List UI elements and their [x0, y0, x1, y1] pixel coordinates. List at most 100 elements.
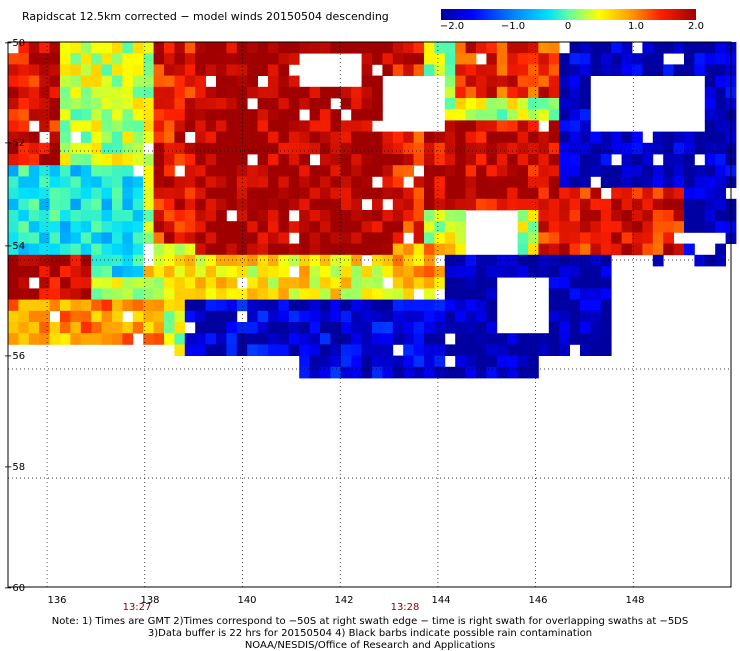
wind-cell [247, 243, 258, 256]
wind-cell [112, 333, 123, 345]
wind-cell [184, 142, 196, 155]
wind-cell [216, 109, 227, 121]
wind-cell [39, 142, 50, 155]
wind-cell [184, 176, 196, 188]
wind-cell [18, 142, 30, 155]
wind-cell [70, 53, 82, 65]
wind-cell [580, 210, 591, 222]
wind-cell [444, 288, 456, 300]
wind-cell [143, 221, 154, 233]
wind-cell [392, 221, 404, 233]
wind-cell [559, 277, 570, 289]
wind-cell [309, 277, 321, 289]
wind-cell [663, 210, 674, 222]
wind-cell [465, 86, 477, 99]
wind-cell [413, 42, 425, 54]
wind-cell [101, 53, 113, 65]
wind-cell [403, 299, 414, 312]
wind-cell [455, 109, 466, 121]
wind-cell [392, 299, 404, 312]
wind-cell [476, 333, 487, 345]
wind-cell [320, 131, 331, 144]
wind-cell [673, 210, 685, 222]
wind-cell [18, 53, 30, 65]
wind-cell [413, 333, 425, 345]
wind-cell [174, 277, 186, 289]
wind-cell [195, 86, 206, 99]
wind-cell [216, 344, 227, 356]
wind-cell [444, 210, 456, 222]
wind-cell [299, 42, 310, 54]
wind-cell [361, 322, 373, 334]
wind-cell [704, 165, 716, 177]
wind-cell [548, 288, 560, 300]
wind-cell [49, 131, 61, 144]
wind-cell [590, 142, 602, 155]
wind-cell [205, 131, 217, 144]
wind-cell [580, 322, 591, 334]
wind-cell [299, 322, 310, 334]
wind-cell [361, 142, 373, 155]
wind-cell [132, 154, 144, 166]
wind-cell [257, 64, 269, 76]
wind-cell [413, 64, 425, 76]
wind-cell [652, 64, 664, 76]
wind-cell [268, 266, 279, 278]
wind-cell [611, 176, 622, 188]
wind-cell [486, 266, 498, 278]
wind-cell [330, 131, 342, 144]
wind-cell [268, 344, 279, 356]
wind-cell [8, 299, 19, 312]
wind-cell [28, 131, 40, 144]
wind-cell [590, 232, 602, 244]
wind-cell [164, 288, 175, 300]
wind-cell [174, 254, 186, 267]
wind-cell [444, 120, 456, 132]
wind-cell [496, 86, 508, 99]
wind-cell [132, 98, 144, 110]
wind-cell [299, 310, 310, 323]
wind-cell [320, 266, 331, 278]
wind-cell [621, 64, 633, 76]
wind-cell [257, 187, 269, 200]
wind-cell [559, 322, 570, 334]
wind-cell [496, 120, 508, 132]
lat-label: −60 [4, 583, 25, 594]
wind-cell [507, 53, 518, 65]
wind-cell [153, 198, 165, 211]
wind-cell [132, 109, 144, 121]
wind-cell [122, 277, 134, 289]
wind-cell [351, 243, 362, 256]
wind-cell [455, 53, 466, 65]
wind-cell [600, 254, 612, 267]
wind-cell [413, 142, 425, 155]
wind-cell [517, 221, 529, 233]
wind-cell [465, 109, 477, 121]
wind-cell [486, 322, 498, 334]
wind-cell [704, 210, 716, 222]
wind-cell [548, 154, 560, 166]
wind-cell [704, 120, 716, 132]
wind-cell [632, 210, 643, 222]
wind-cell [590, 288, 602, 300]
wind-cell [590, 221, 602, 233]
wind-cell [455, 86, 466, 99]
wind-cell [559, 154, 570, 166]
wind-cell [340, 322, 352, 334]
wind-cell [424, 366, 435, 379]
wind-cell [611, 131, 622, 144]
wind-cell [268, 154, 279, 166]
wind-cell [288, 299, 300, 312]
wind-cell [455, 210, 466, 222]
wind-cell [8, 109, 19, 121]
wind-cell [268, 142, 279, 155]
wind-cell [434, 310, 446, 323]
wind-cell [143, 333, 154, 345]
colorbar-tick: −1.0 [500, 21, 526, 32]
wind-cell [80, 165, 92, 177]
wind-cell [122, 232, 134, 244]
wind-cell [507, 366, 518, 379]
wind-cell [559, 53, 570, 65]
wind-cell [486, 154, 498, 166]
wind-cell [112, 210, 123, 222]
